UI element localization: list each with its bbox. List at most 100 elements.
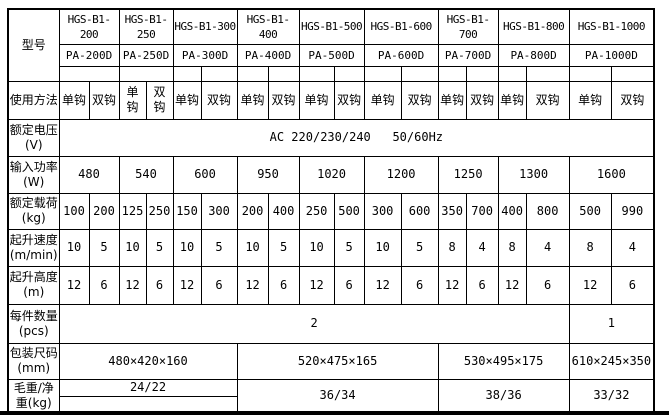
cell-load-0: 100 [58,192,90,230]
cell-load-2: 125 [118,192,147,230]
cell-weight-top-1: 36/34 [236,378,439,414]
cell-model-pa-5: PA-600D [363,43,439,67]
cell-model-pa-8: PA-1000D [568,43,655,67]
table-row-qty: 每件数量 (pcs) 2 1 [7,303,655,344]
cell-speed-12: 8 [437,228,467,267]
cell-load-13: 700 [465,192,499,230]
cell-speed-1: 5 [88,228,120,267]
cell-spacer-1 [118,65,174,82]
cell-load-7: 400 [267,192,300,230]
cell-packing-0: 480×420×160 [58,342,238,380]
cell-height-2: 12 [118,265,147,305]
cell-weight-top-0: 24/22 [58,378,238,397]
cell-height-10: 12 [363,265,402,305]
cell-power-8: 1600 [568,155,655,194]
row-label-model-name: 型号 [7,8,60,82]
cell-speed-17: 4 [610,228,655,267]
cell-model-pa-0: PA-200D [58,43,120,67]
cell-speed-11: 5 [400,228,439,267]
cell-speed-5: 5 [200,228,238,267]
cell-model-pa-1: PA-250D [118,43,174,67]
cell-qty-1: 1 [568,303,655,344]
cell-spacer-14 [568,65,612,82]
cell-load-15: 800 [525,192,570,230]
spec-table: 型号 HGS-B1- 200 HGS-B1- 250 HGS-B1-300 HGS-B1… [7,8,656,414]
cell-speed-9: 5 [333,228,365,267]
cell-height-4: 12 [172,265,202,305]
cell-height-14: 12 [497,265,527,305]
cell-usage-6: 单钩 [236,80,269,120]
table-row-packing: 包装尺码 (mm) 480×420×160 520×475×165 530×495×1… [7,342,655,380]
cell-model-pa-3: PA-400D [236,43,300,67]
cell-packing-1: 520×475×165 [236,342,439,380]
cell-height-17: 6 [610,265,655,305]
cell-usage-3: 双 钩 [145,80,174,120]
cell-usage-13: 双钩 [465,80,499,120]
table-row-power: 输入功率 (W) 480 540 600 950 1020 1200 1250 1300 1600 [7,155,655,194]
cell-power-6: 1250 [437,155,499,194]
cell-model-name-0: HGS-B1- 200 [58,8,120,45]
cell-weight-top-3: 33/32 [568,378,655,414]
cell-spacer-0 [58,65,120,82]
cell-speed-7: 5 [267,228,300,267]
cell-usage-5: 双钩 [200,80,238,120]
cell-load-16: 500 [568,192,612,230]
row-label-qty: 每件数量 (pcs) [7,303,60,344]
cell-power-5: 1200 [363,155,439,194]
cell-speed-16: 8 [568,228,612,267]
cell-speed-8: 10 [298,228,335,267]
cell-spacer-6 [298,65,335,82]
cell-speed-4: 10 [172,228,202,267]
cell-usage-0: 单钩 [58,80,90,120]
cell-spacer-7 [333,65,365,82]
cell-speed-3: 5 [145,228,174,267]
table-row-height: 起升高度 (m) 12 6 12 6 12 6 12 6 12 6 12 6 12 6 12 6 12 6 [7,265,655,305]
cell-model-name-4: HGS-B1-500 [298,8,365,45]
cell-speed-10: 10 [363,228,402,267]
row-label-load: 额定载荷 (kg) [7,192,60,230]
cell-usage-8: 单钩 [298,80,335,120]
cell-height-12: 12 [437,265,467,305]
table-row-load: 额定载荷 (kg) 100 200 125 250 150 300 200 400 250 500 3… [7,192,655,230]
table-row-model-pa: PA-200D PA-250D PA-300D PA-400D PA-500D PA-60… [8,43,655,67]
cell-model-name-8: HGS-B1-1000 [568,8,655,45]
cell-model-pa-2: PA-300D [172,43,238,67]
cell-model-name-6: HGS-B1- 700 [437,8,499,45]
cell-usage-12: 单钩 [437,80,467,120]
cell-power-1: 540 [118,155,174,194]
cell-load-12: 350 [437,192,467,230]
cell-speed-13: 4 [465,228,499,267]
cell-speed-15: 4 [525,228,570,267]
cell-spacer-8 [363,65,402,82]
row-label-power: 输入功率 (W) [7,155,60,194]
cell-model-pa-4: PA-500D [298,43,365,67]
cell-qty-0: 2 [58,303,570,344]
cell-load-4: 150 [172,192,202,230]
cell-height-6: 12 [236,265,269,305]
cell-packing-3: 610×245×350 [568,342,655,380]
cell-load-11: 600 [400,192,439,230]
cell-spacer-9 [400,65,439,82]
cell-load-17: 990 [610,192,655,230]
cell-spacer-3 [200,65,238,82]
cell-usage-15: 双钩 [525,80,570,120]
table-row-voltage: 额定电压 (V) AC 220/230/240 50/60Hz [7,118,655,157]
cell-height-7: 6 [267,265,300,305]
cell-speed-2: 10 [118,228,147,267]
cell-spacer-15 [610,65,655,82]
cell-model-name-3: HGS-B1- 400 [236,8,300,45]
cell-power-4: 1020 [298,155,365,194]
cell-height-16: 12 [568,265,612,305]
cell-usage-9: 双钩 [333,80,365,120]
cell-model-name-2: HGS-B1-300 [172,8,238,45]
row-label-usage: 使用方法 [7,80,60,120]
cell-height-5: 6 [200,265,238,305]
cell-height-8: 12 [298,265,335,305]
row-label-voltage: 额定电压 (V) [7,118,60,157]
cell-power-0: 480 [58,155,120,194]
cell-spacer-5 [267,65,300,82]
bottom-edge-bar [0,411,669,415]
row-label-speed: 起升速度 (m/min) [7,228,60,267]
cell-load-8: 250 [298,192,335,230]
